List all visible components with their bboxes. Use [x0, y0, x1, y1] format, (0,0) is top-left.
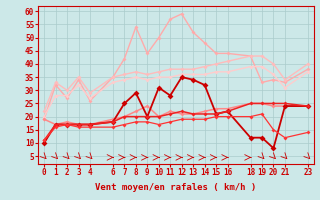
X-axis label: Vent moyen/en rafales ( km/h ): Vent moyen/en rafales ( km/h ) — [95, 183, 257, 192]
